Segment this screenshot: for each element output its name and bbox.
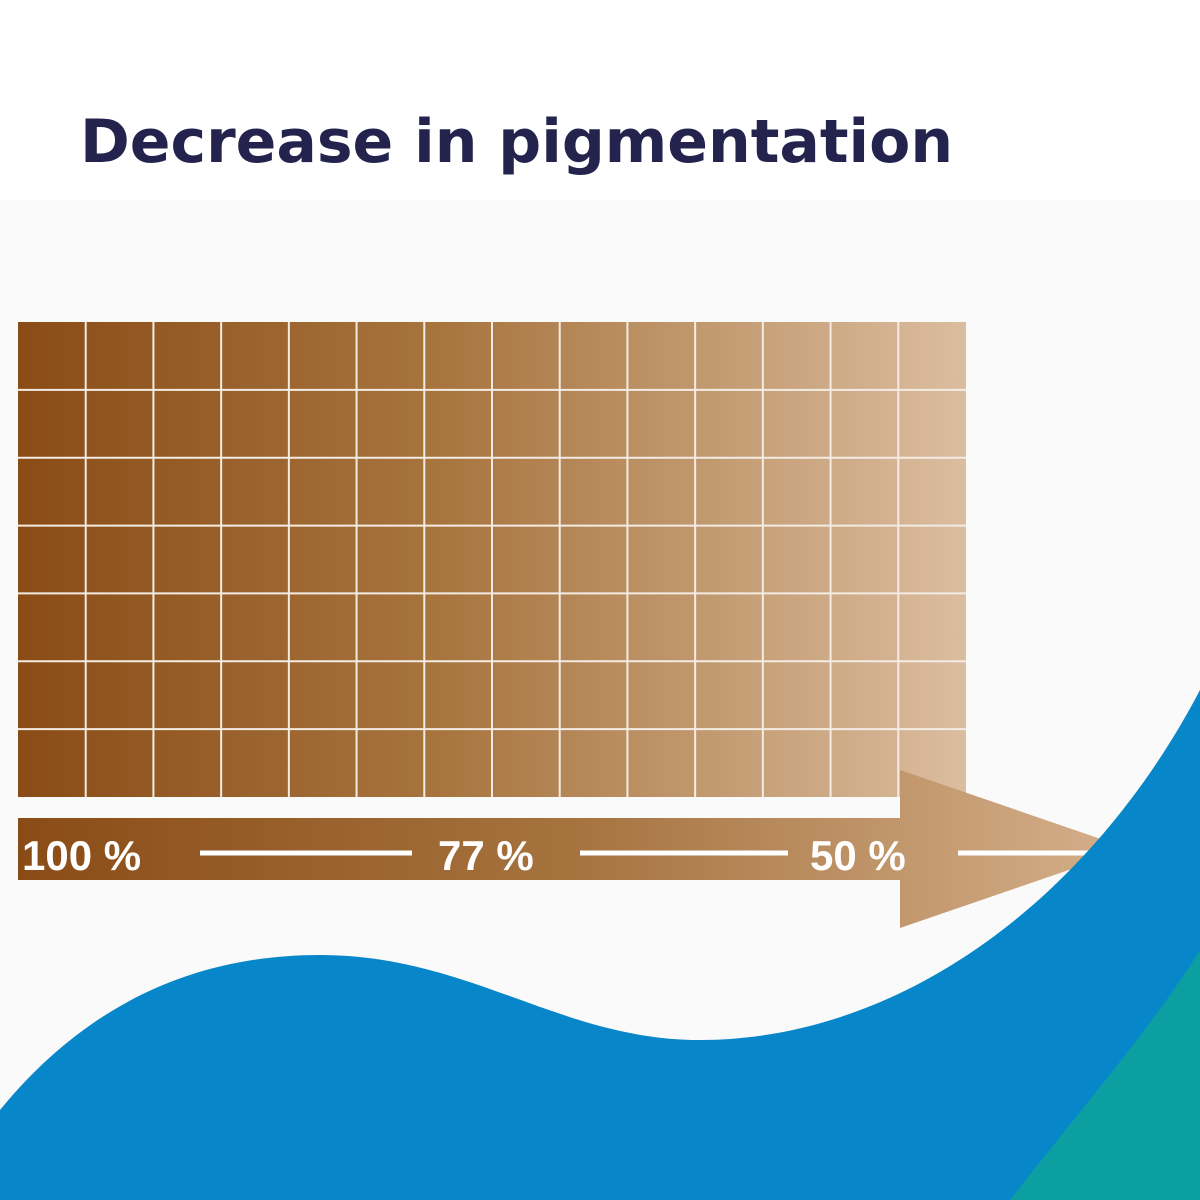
scale-label: 50 % bbox=[810, 832, 906, 879]
scale-label: 100 % bbox=[22, 832, 141, 879]
arrow bbox=[18, 770, 1130, 928]
wave-teal bbox=[1010, 950, 1200, 1200]
title: Decrease in pigmentation bbox=[80, 107, 953, 177]
grid-lines bbox=[18, 322, 966, 797]
wave-blue bbox=[0, 690, 1200, 1200]
scale-label: 77 % bbox=[438, 832, 534, 879]
